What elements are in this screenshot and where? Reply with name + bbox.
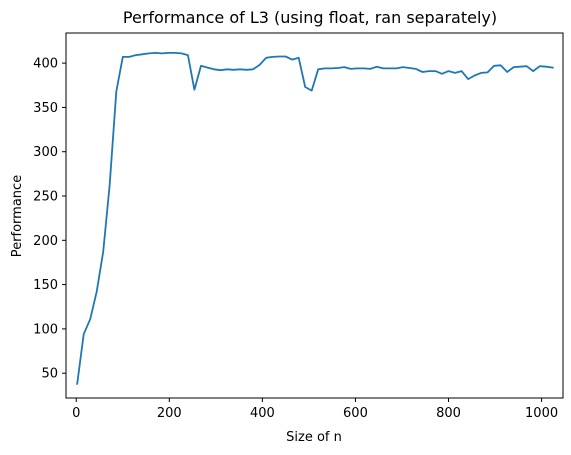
y-tick-label: 300 (33, 145, 58, 160)
y-tick-label: 200 (33, 234, 58, 249)
x-tick-label: 400 (250, 406, 275, 421)
x-tick-label: 200 (157, 406, 182, 421)
y-axis-label: Performance (10, 175, 25, 257)
y-tick-label: 350 (33, 101, 58, 116)
y-axis: 50 100 150 200 250 300 350 400 (33, 57, 66, 382)
x-axis: 0 200 400 600 800 1000 (72, 398, 558, 421)
y-tick-label: 250 (33, 190, 58, 205)
y-tick-label: 400 (33, 57, 58, 72)
x-axis-label: Size of n (286, 430, 342, 445)
y-tick-label: 150 (33, 278, 58, 293)
chart-title: Performance of L3 (using float, ran sepa… (123, 8, 497, 27)
x-tick-label: 800 (436, 406, 461, 421)
x-tick-label: 1000 (525, 406, 558, 421)
plot-frame (65, 32, 564, 399)
y-tick-label: 50 (41, 367, 58, 382)
y-tick-label: 100 (33, 322, 58, 337)
x-tick-label: 0 (72, 406, 80, 421)
series-line (76, 52, 554, 385)
x-tick-label: 600 (343, 406, 368, 421)
